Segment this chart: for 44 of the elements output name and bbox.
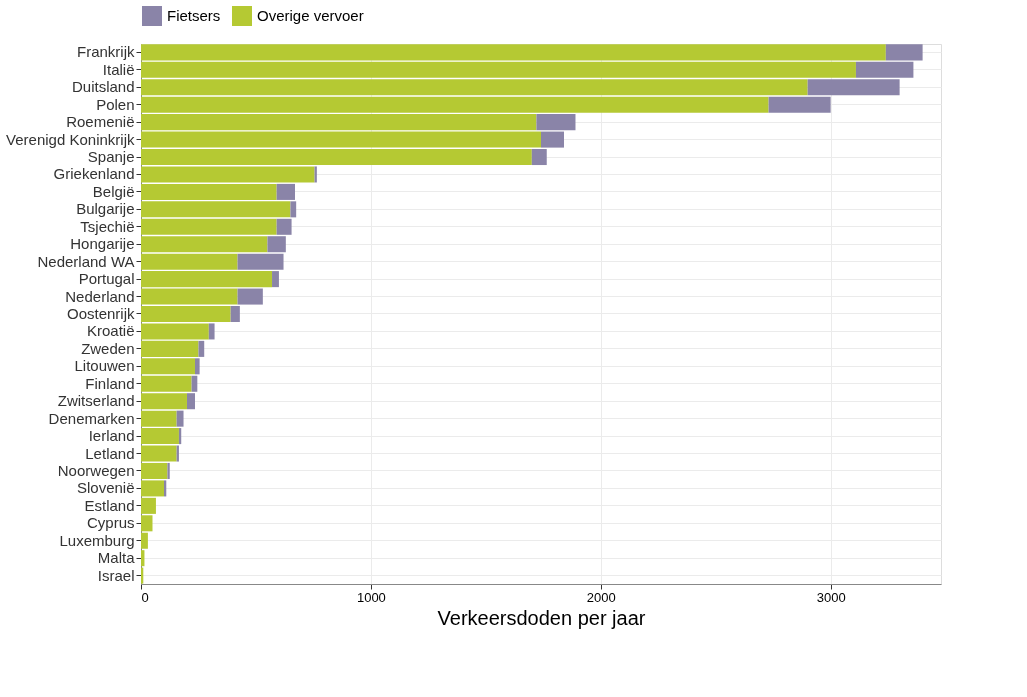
y-tick-label: Nederland <box>65 287 135 305</box>
bar <box>208 323 215 340</box>
y-tick-label: Italië <box>102 60 135 78</box>
x-axis-title: Verkeersdoden per jaar <box>437 606 646 629</box>
y-tick-label: Litouwen <box>74 357 135 375</box>
x-tick-label: 0 <box>141 589 149 605</box>
y-tick-label: Spanje <box>87 148 135 166</box>
y-tick-label: Griekenland <box>53 165 135 183</box>
bar <box>141 44 886 61</box>
y-tick-label: Duitsland <box>71 78 135 96</box>
y-tick-label: Nederland WA <box>37 252 135 270</box>
y-tick-label: Ierland <box>88 427 135 445</box>
y-tick-label: Zweden <box>81 339 135 357</box>
y-tick-label: Verenigd Koninkrijk <box>6 130 135 148</box>
y-tick-label: Estland <box>84 496 135 514</box>
x-tick-label: 2000 <box>586 589 616 605</box>
y-tick-label: Noorwegen <box>57 461 135 479</box>
y-tick-label: Denemarken <box>48 409 135 427</box>
y-tick-label: Frankrijk <box>76 43 135 61</box>
y-tick-label: Malta <box>97 549 136 567</box>
y-tick-label: Bulgarije <box>76 200 135 218</box>
y-tick-label: Zwitserland <box>57 392 135 410</box>
legend-label: Fietsers <box>167 7 221 24</box>
bar <box>768 96 831 113</box>
x-tick-label: 3000 <box>816 589 846 605</box>
bar <box>536 114 576 131</box>
y-tick-label: Letland <box>85 444 135 462</box>
y-tick-label: Tsjechië <box>80 217 135 235</box>
bar <box>885 44 923 61</box>
y-tick-label: Kroatië <box>86 322 135 340</box>
y-tick-label: België <box>92 182 135 200</box>
y-tick-label: Roemenië <box>66 113 135 131</box>
y-tick-label: Finland <box>85 374 135 392</box>
y-tick-label: Israel <box>97 566 135 584</box>
y-tick-label: Cyprus <box>86 514 135 532</box>
y-tick-label: Slovenië <box>76 479 135 497</box>
y-tick-label: Portugal <box>78 270 135 288</box>
x-tick-label: 1000 <box>356 589 386 605</box>
bar <box>167 462 170 479</box>
y-tick-label: Oostenrijk <box>66 305 135 322</box>
y-tick-label: Polen <box>96 95 135 113</box>
y-tick-label: Hongarije <box>70 235 135 253</box>
y-tick-label: Luxemburg <box>59 531 135 549</box>
legend-label: Overige vervoer <box>257 7 364 24</box>
